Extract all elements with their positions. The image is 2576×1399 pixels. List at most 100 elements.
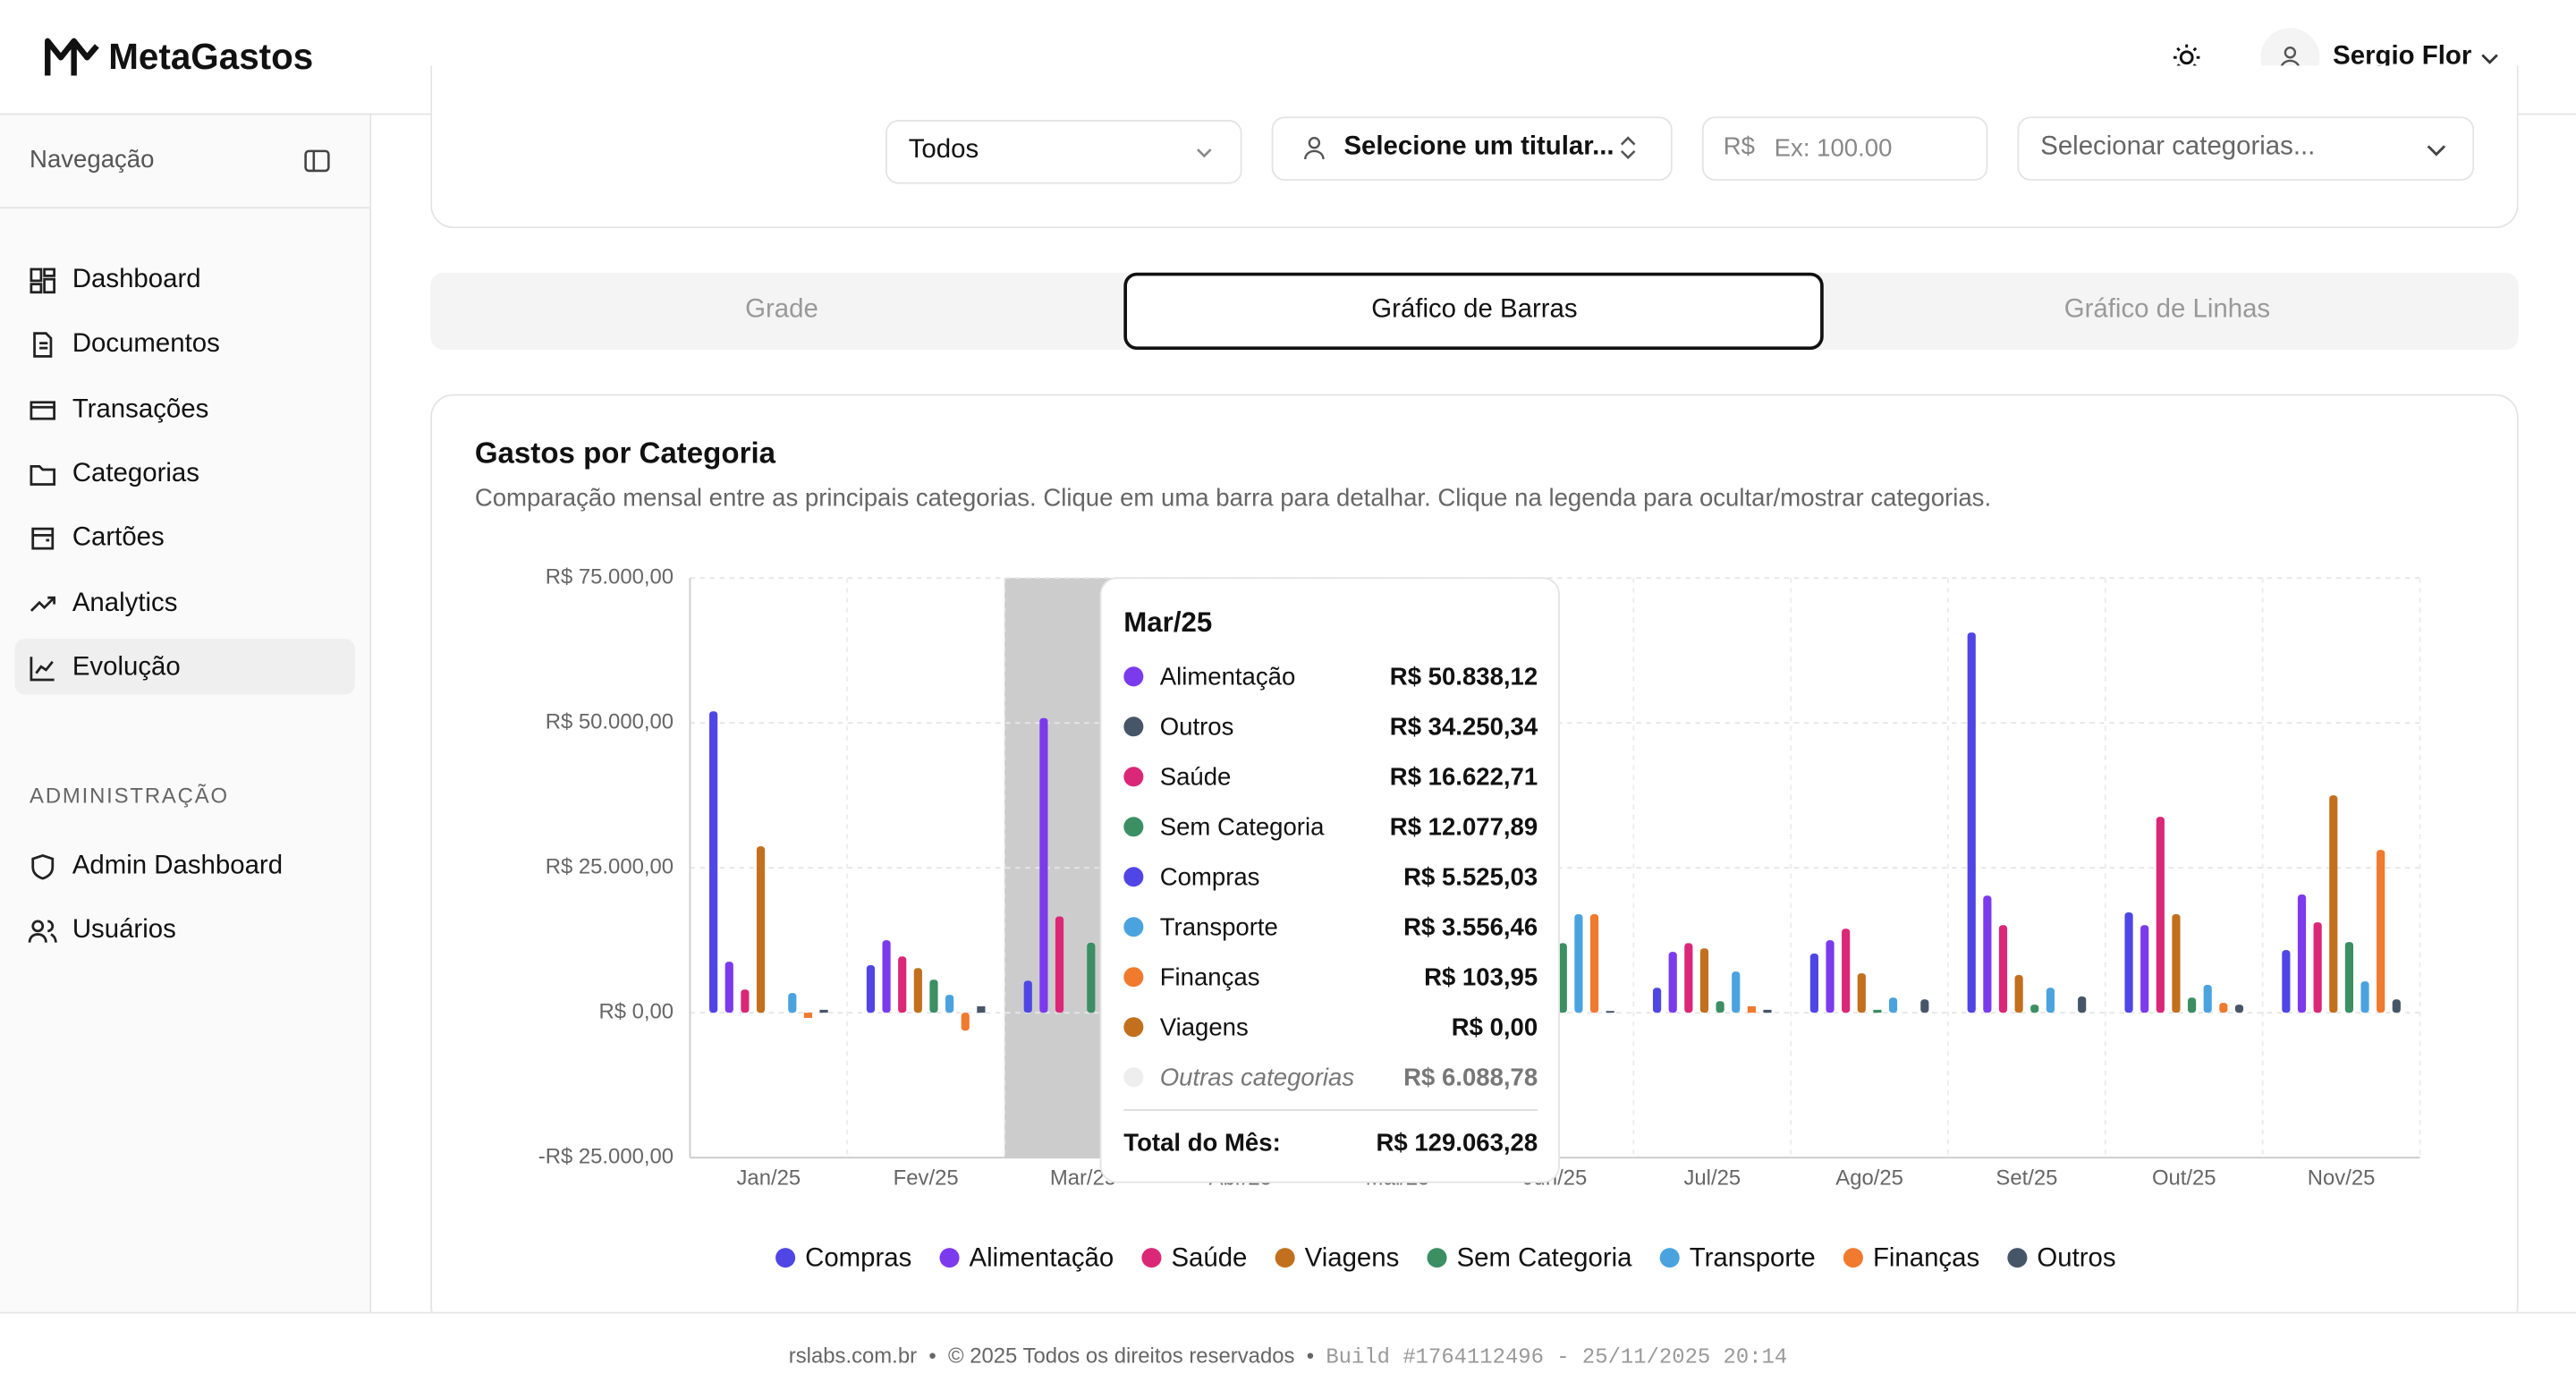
bar (2015, 975, 2023, 1013)
legend-label[interactable]: Sem Categoria (1457, 1243, 1633, 1273)
bar (2235, 1005, 2243, 1013)
bar (757, 846, 765, 1013)
tooltip-label: Outros (1160, 712, 1234, 740)
tooltip-label: Transporte (1160, 912, 1278, 940)
bar (898, 956, 906, 1013)
bar (1055, 916, 1063, 1013)
bar (2314, 922, 2322, 1013)
footer-site[interactable]: rslabs.com.br (789, 1344, 917, 1369)
tab[interactable]: Gráfico de Linhas (1920, 294, 2413, 327)
bar (1748, 1006, 1756, 1013)
tooltip-value: R$ 0,00 (1452, 1013, 1538, 1040)
tooltip-value: R$ 16.622,71 (1390, 762, 1538, 790)
tooltip-value: R$ 5.525,03 (1403, 862, 1538, 890)
bar (1763, 1010, 1771, 1013)
legend-swatch (940, 1248, 960, 1268)
bar (1559, 943, 1567, 1013)
y-tick-label: -R$ 25.000,00 (538, 1144, 674, 1168)
legend-label[interactable]: Compras (805, 1243, 911, 1273)
tooltip-label: Compras (1160, 862, 1260, 890)
bar (1732, 971, 1740, 1013)
bar (1039, 718, 1047, 1013)
legend: Compras Alimentação Saúde Viagens Sem Catego… (775, 1243, 2115, 1273)
bar (1653, 988, 1661, 1013)
bar (1858, 973, 1866, 1013)
bar (1889, 997, 1897, 1013)
tooltip-swatch (1123, 867, 1143, 886)
bar (1684, 943, 1692, 1013)
legend-swatch (2007, 1248, 2027, 1268)
legend-label[interactable]: Transporte (1690, 1243, 1816, 1273)
bar (2030, 1005, 2038, 1013)
bar (977, 1006, 985, 1013)
x-tick-label: Fev/25 (894, 1166, 959, 1190)
y-tick-label: R$ 75.000,00 (546, 564, 674, 589)
bar (1590, 914, 1598, 1013)
bar (2204, 985, 2212, 1013)
legend-label[interactable]: Saúde (1171, 1243, 1247, 1273)
bar (2140, 925, 2148, 1013)
legend-label[interactable]: Viagens (1305, 1243, 1400, 1273)
bar (1716, 1001, 1724, 1013)
legend-label[interactable]: Outros (2037, 1243, 2115, 1273)
legend-label[interactable]: Finanças (1873, 1243, 1979, 1273)
tooltip-swatch (1123, 767, 1143, 786)
tooltip-total: R$ 129.063,28 (1376, 1129, 1538, 1157)
tab[interactable]: Gráfico de Barras (1228, 294, 1721, 327)
bar (1574, 914, 1582, 1013)
bar (1669, 952, 1677, 1013)
tooltip-swatch (1123, 666, 1143, 686)
bar (2345, 942, 2353, 1013)
bar (2124, 912, 2132, 1013)
bar (2157, 817, 2165, 1013)
bar (819, 1010, 827, 1013)
bar (1700, 948, 1708, 1013)
tab[interactable]: Grade (535, 294, 1028, 327)
bar (2329, 795, 2337, 1013)
bar (1842, 928, 1850, 1013)
bar (962, 1013, 970, 1030)
footer-build: Build #1764112496 - 25/11/2025 20:14 (1326, 1344, 1787, 1369)
y-tick-label: R$ 0,00 (598, 999, 674, 1023)
bar (2360, 981, 2368, 1013)
tooltip-value: R$ 3.556,46 (1403, 912, 1538, 940)
bar (1873, 1010, 1881, 1013)
tooltip-value: R$ 12.077,89 (1390, 812, 1538, 840)
bar (2377, 850, 2385, 1013)
bar (725, 962, 733, 1013)
bar (1920, 999, 1928, 1013)
tooltip-label: Viagens (1160, 1013, 1249, 1040)
bar (1606, 1011, 1614, 1013)
tooltip-value: R$ 6.088,78 (1403, 1063, 1538, 1090)
tooltip-label: Sem Categoria (1160, 812, 1325, 840)
y-tick-label: R$ 50.000,00 (546, 709, 674, 733)
tooltip-title: Mar/25 (1123, 606, 1212, 638)
bar (1826, 940, 1834, 1013)
bar (2188, 997, 2196, 1013)
bar (2282, 950, 2290, 1013)
footer-copyright: © 2025 Todos os direitos reservados (948, 1344, 1294, 1369)
bar (1983, 895, 1991, 1013)
bar (2078, 996, 2086, 1013)
x-tick-label: Ago/25 (1835, 1166, 1903, 1190)
tooltip-total-label: Total do Mês: (1123, 1129, 1280, 1157)
bar (2393, 999, 2401, 1013)
tooltip-label: Alimentação (1160, 662, 1296, 690)
tooltip-label: Outras categorias (1160, 1063, 1355, 1090)
x-tick-label: Set/25 (1996, 1166, 2057, 1190)
tooltip-value: R$ 103,95 (1424, 962, 1538, 990)
tooltip-swatch (1123, 817, 1143, 836)
bar (2172, 914, 2180, 1013)
legend-swatch (1275, 1248, 1295, 1268)
legend-label[interactable]: Alimentação (970, 1243, 1114, 1273)
bar (2219, 1003, 2227, 1013)
tooltip-label: Saúde (1160, 762, 1232, 790)
tooltip-label: Finanças (1160, 962, 1260, 990)
x-tick-label: Jan/25 (737, 1166, 801, 1190)
x-tick-label: Out/25 (2152, 1166, 2216, 1190)
bar (882, 940, 890, 1013)
